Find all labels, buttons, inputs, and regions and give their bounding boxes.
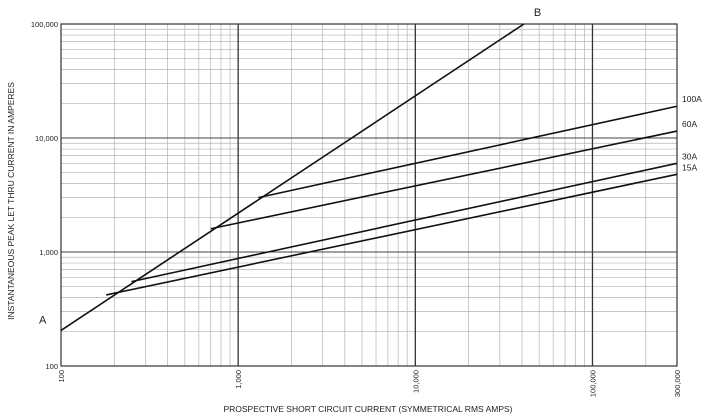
x-tick-label: 100,000: [588, 370, 597, 397]
plot-border: [60, 23, 678, 367]
series-line-15a: [106, 173, 678, 296]
x-axis-label: PROSPECTIVE SHORT CIRCUIT CURRENT (SYMME…: [223, 404, 512, 414]
annotation-a: A: [39, 314, 47, 326]
plot-frame: [60, 23, 678, 367]
annotation-b: B: [534, 7, 541, 19]
x-tick-label: 100: [57, 370, 66, 383]
x-tick-label: 10,000: [411, 370, 420, 393]
x-tick-labels: 100 1,000 10,000 100,000 300,000: [57, 370, 682, 397]
major-grid: [61, 24, 677, 366]
y-tick-label: 100: [45, 362, 58, 371]
x-tick-label: 300,000: [673, 370, 682, 397]
series-line-30a: [131, 162, 678, 283]
x-tick-label: 1,000: [234, 370, 243, 389]
series-label-60a: 60A: [682, 119, 697, 129]
y-tick-label: 1,000: [39, 248, 58, 257]
series-line-100a: [258, 105, 678, 199]
y-axis-label: INSTANTANEOUS PEAK LET THRU CURRENT IN A…: [6, 82, 16, 320]
series-label-30a: 30A: [682, 151, 697, 161]
y-tick-label: 10,000: [35, 134, 58, 143]
series-lines: [60, 23, 678, 332]
series-label-100a: 100A: [682, 94, 702, 104]
y-tick-label: 100,000: [31, 20, 58, 29]
series-line-60a: [210, 130, 678, 230]
series-label-15a: 15A: [682, 162, 697, 172]
annotation-labels: AB: [39, 7, 541, 326]
y-tick-labels: 100 1,000 10,000 100,000: [31, 20, 58, 371]
minor-grid: [61, 24, 677, 366]
